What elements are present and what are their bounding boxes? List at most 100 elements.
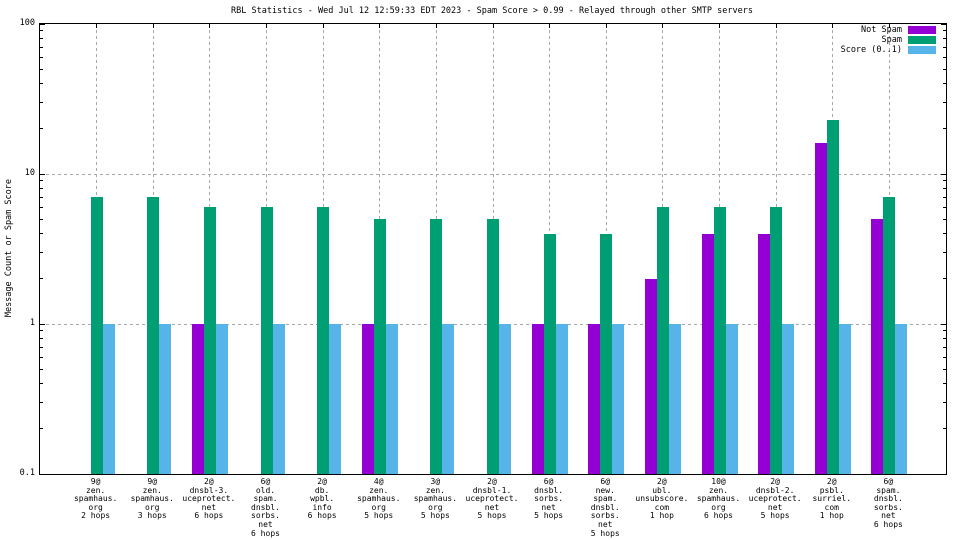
bar-spam [770, 207, 783, 474]
x-tick-label-line: spam. [253, 494, 278, 504]
x-tick-label-line: 2@ [826, 477, 837, 486]
bar-score-0-1- [612, 324, 625, 474]
y-axis-tick [943, 206, 946, 208]
bar-spam [826, 119, 839, 474]
y-tick-label: 0.1 [19, 468, 35, 478]
x-tick-label-line: org [371, 502, 386, 512]
x-tick-label-line: zen. [425, 485, 445, 495]
y-tick-label: 1 [29, 318, 35, 328]
y-axis-tick [40, 68, 43, 70]
bar-score-0-1- [499, 324, 511, 474]
y-axis-tick [40, 188, 43, 190]
bar-spam [543, 233, 556, 474]
x-tick-label: 6@ new. spam. dnsbl. sorbs. net 5 hops [557, 477, 653, 538]
x-tick-label-line: wpbl. [310, 494, 335, 504]
x-tick-label-line: 2@ [770, 477, 780, 486]
bar-spam [430, 219, 443, 474]
legend: Not Spam Spam Score (0..1) [841, 25, 936, 55]
x-tick-label: 3@ zen. spamhaus. org 5 hops [387, 477, 483, 521]
x-axis-tick [888, 24, 890, 28]
y-axis-tick [941, 23, 946, 25]
x-tick-label-line: sorbs. [251, 511, 280, 521]
x-axis-tick [266, 24, 267, 28]
legend-swatch-not-spam [908, 26, 936, 34]
x-tick-label-line: zen. [369, 485, 389, 495]
x-tick-label-line: 6@ [883, 477, 894, 486]
y-axis-tick [40, 101, 43, 103]
x-tick-label-line: spamhaus. [130, 494, 174, 504]
x-tick-label: 6@ old. spam. dnsbl. sorbs. net 6 hops [218, 477, 314, 538]
x-tick-label-line: dnsbl. [873, 494, 903, 504]
y-axis-tick [40, 401, 43, 403]
x-tick-label: 2@ dnsbl-2. uceprotect. net 5 hops [727, 477, 823, 521]
y-axis-tick [943, 338, 946, 340]
y-axis-tick [40, 180, 43, 182]
x-tick-label-line: psbl. [819, 485, 844, 495]
plot-area [39, 23, 947, 475]
y-axis-tick [943, 56, 946, 58]
x-tick-label-line: spam. [876, 485, 901, 495]
y-axis-tick [943, 68, 946, 70]
y-axis-tick [943, 383, 946, 385]
x-tick-label-line: spamhaus. [413, 494, 458, 504]
x-tick-label-line: 2@ [487, 477, 497, 486]
legend-swatch-score [908, 46, 936, 54]
legend-label: Score (0..1) [840, 45, 902, 55]
x-tick-label-line: 4@ [373, 477, 384, 486]
y-axis-tick [40, 356, 43, 358]
bar-not-spam [531, 324, 544, 474]
x-tick-label-line: dnsbl. [251, 502, 280, 512]
bar-score-0-1- [272, 324, 285, 474]
legend-item-spam: Spam [841, 35, 936, 45]
x-axis-tick [605, 24, 607, 28]
x-tick-label-line: 3@ [430, 477, 441, 486]
x-tick-label-line: 5 hops [477, 511, 507, 521]
x-tick-label-line: 1 hop [649, 511, 674, 521]
x-tick-label-line: org [145, 502, 160, 512]
x-tick-label-line: dnsbl. [590, 502, 620, 512]
bar-spam [656, 207, 669, 474]
x-tick-label-line: 5 hops [534, 511, 564, 521]
bar-score-0-1- [555, 324, 568, 474]
x-axis-tick [775, 24, 777, 28]
bar-score-0-1- [385, 324, 398, 474]
y-axis-tick [943, 38, 946, 40]
x-tick-label-line: spamhaus. [73, 494, 118, 504]
x-tick-label-line: dnsbl-1. [472, 485, 512, 495]
bar-spam [600, 233, 613, 474]
y-axis-tick [40, 383, 43, 385]
legend-swatch-spam [908, 36, 936, 44]
x-tick-label-line: org [711, 502, 726, 512]
x-tick-label-line: net [541, 502, 556, 512]
x-tick-label-line: db. [314, 485, 330, 495]
y-axis-tick [40, 173, 45, 175]
y-axis-tick [943, 196, 946, 198]
bar-not-spam [191, 324, 204, 474]
x-axis-tick [152, 24, 154, 28]
bar-not-spam [758, 233, 771, 474]
bar-spam [487, 219, 499, 474]
y-tick-label: 10 [24, 168, 35, 178]
x-tick-label-line: 2@ [317, 477, 327, 486]
y-axis-tick [943, 180, 946, 182]
bar-score-0-1- [102, 324, 115, 474]
bar-score-0-1- [895, 324, 908, 474]
y-axis-tick [943, 128, 946, 130]
x-tick-label: 10@ zen. spamhaus. org 6 hops [671, 477, 767, 521]
x-tick-label-line: 2 hops [81, 511, 111, 521]
y-axis-tick [40, 330, 43, 332]
bar-score-0-1- [668, 324, 681, 474]
x-tick-label-line: 6 hops [194, 511, 224, 521]
x-axis-tick [379, 24, 381, 28]
x-axis-tick [492, 24, 494, 28]
x-tick-label-line: sorbs. [590, 511, 620, 521]
x-tick-label-line: unsubscore. [635, 494, 689, 504]
x-axis-tick [832, 24, 834, 28]
bar-score-0-1- [725, 324, 738, 474]
x-tick-label-line: net [881, 511, 896, 521]
x-tick-label-line: 6 hops [251, 528, 280, 538]
x-tick-label-line: 5 hops [590, 528, 620, 538]
x-tick-label-line: sorbs. [873, 502, 903, 512]
x-tick-label-line: net [258, 519, 273, 529]
x-tick-label-line: 5 hops [364, 511, 394, 521]
